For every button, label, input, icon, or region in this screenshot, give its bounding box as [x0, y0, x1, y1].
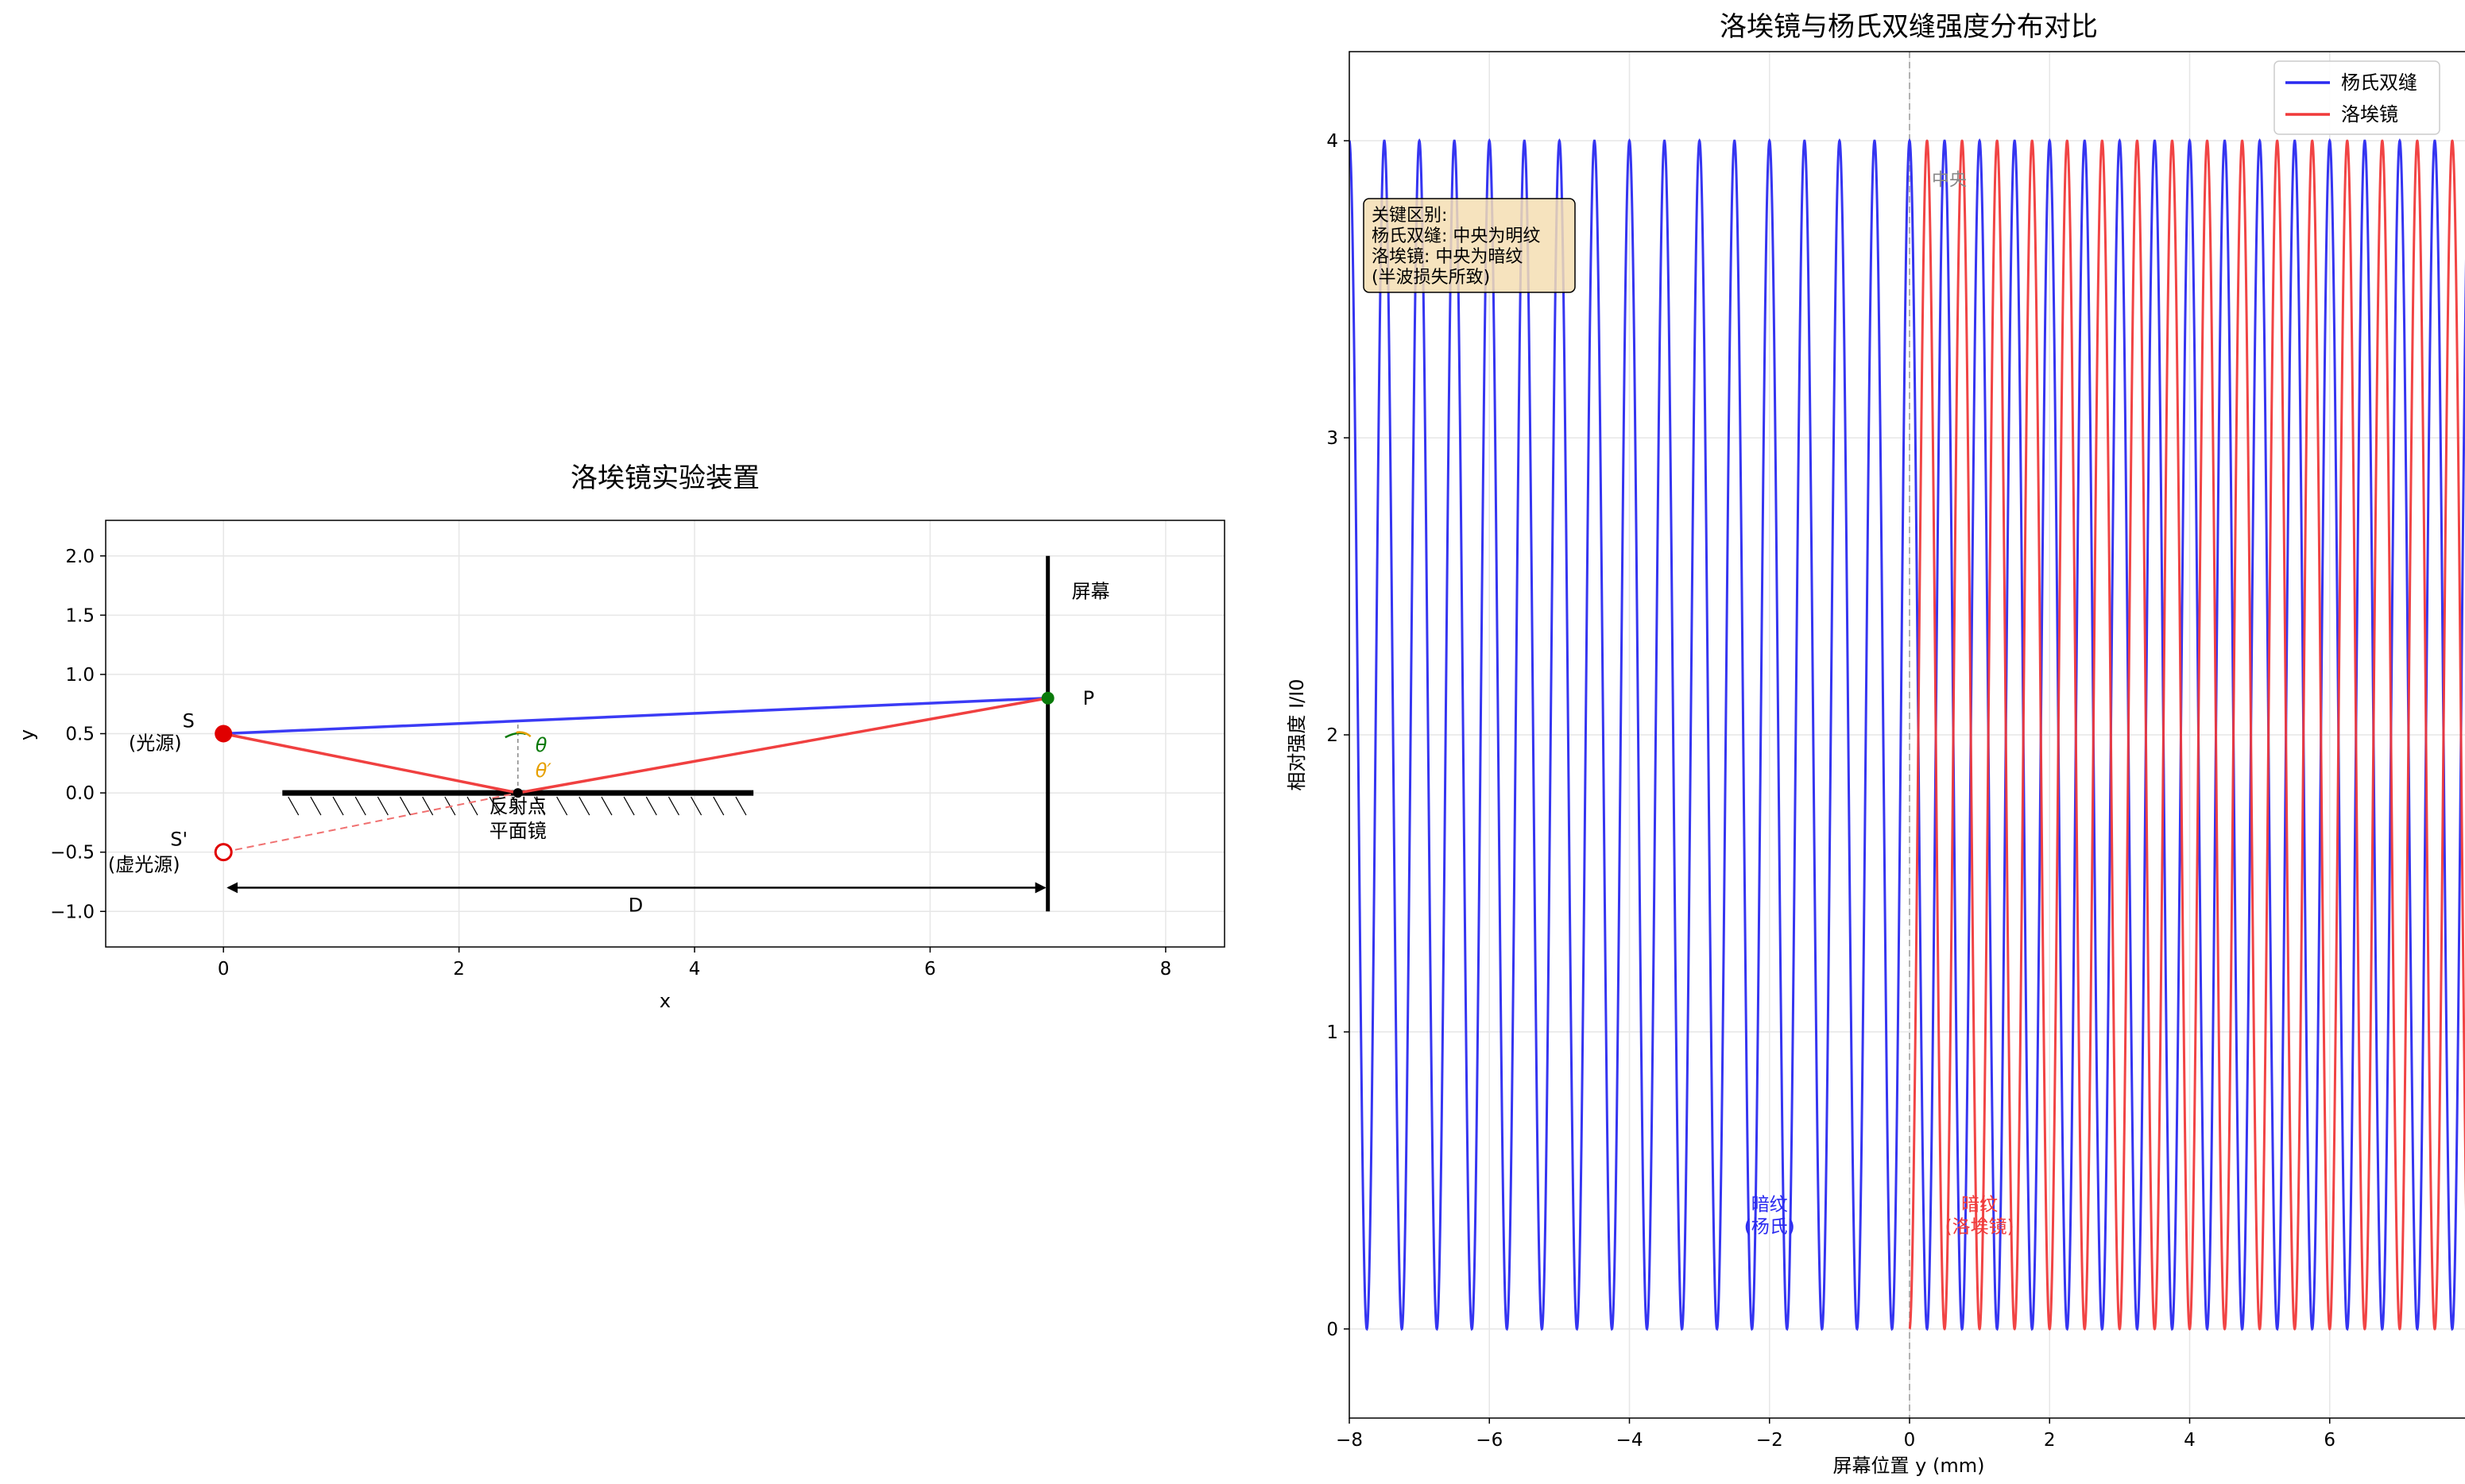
lloyd-dark-sub-label: (洛埃镜) — [1945, 1216, 2014, 1237]
mirror-label: 平面镜 — [490, 820, 547, 842]
y-tick-label: 2 — [1326, 725, 1338, 746]
mirror-hatch — [601, 796, 613, 816]
observation-point — [1041, 691, 1054, 705]
y-tick-label: 4 — [1326, 131, 1338, 152]
x-tick-label: 6 — [924, 959, 936, 980]
virtual-source-label: S' — [170, 829, 188, 851]
y-tick-label: −0.5 — [50, 843, 95, 864]
lloyd-dark-label: 暗纹 — [1961, 1194, 1998, 1215]
mirror-hatch — [623, 796, 635, 816]
direct-ray-line — [223, 697, 1048, 736]
x-tick-label: 8 — [1160, 959, 1172, 980]
mirror-hatch — [735, 796, 747, 816]
left-chart-title: 洛埃镜实验装置 — [571, 462, 760, 494]
source-label: S — [183, 710, 195, 732]
mirror-hatch — [354, 796, 366, 816]
x-tick-label: −2 — [1756, 1430, 1783, 1451]
young-intensity-line — [1349, 138, 2465, 1331]
source-sub-label: (光源) — [129, 732, 182, 755]
x-tick-label: 8 — [2464, 1430, 2465, 1451]
x-tick-label: 6 — [2324, 1430, 2335, 1451]
lloyd-intensity-line — [1908, 139, 2465, 1331]
reflection-point-label: 反射点 — [490, 795, 547, 817]
intensity-comparison-chart: 洛埃镜与杨氏双缝强度分布对比 −8 −6 −4 −2 0 2 4 6 8 0 1 2 3 4 屏幕位置 y… — [1286, 11, 2465, 1477]
right-x-axis-label: 屏幕位置 y (mm) — [1833, 1455, 1985, 1477]
left-axis-ticks: 0 2 4 6 8 2.0 1.5 1.0 0.5 0.0 −0.5 −1.0 — [50, 547, 1171, 980]
mirror-hatch — [489, 796, 501, 816]
screen-label: 屏幕 — [1072, 581, 1110, 603]
y-tick-label: 2.0 — [65, 547, 95, 567]
x-tick-label: −8 — [1336, 1430, 1363, 1451]
info-box-line: 杨氏双缝: 中央为明纹 — [1372, 226, 1540, 246]
mirror-hatch — [377, 796, 389, 816]
mirror-hatch — [533, 796, 546, 816]
reflection-point — [513, 788, 523, 798]
mirror-hatch — [466, 796, 478, 816]
y-tick-label: 3 — [1326, 428, 1338, 449]
reflected-ray-line — [223, 697, 1048, 794]
source-point — [215, 725, 233, 743]
center-label: 中央 — [1932, 170, 1967, 190]
right-axis-ticks: −8 −6 −4 −2 0 2 4 6 8 0 1 2 3 4 — [1326, 131, 2465, 1451]
virtual-source-sub-label: (虚光源) — [108, 854, 180, 876]
mirror-hatch — [713, 796, 725, 816]
right-y-axis-label: 相对强度 I/I0 — [1286, 678, 1308, 790]
left-y-axis-label: y — [16, 729, 38, 740]
mirror-hatch — [645, 796, 657, 816]
theta-label: θ — [536, 734, 548, 756]
info-box-line: 关键区别: — [1372, 206, 1447, 226]
x-tick-label: 0 — [218, 959, 230, 980]
x-tick-label: 2 — [453, 959, 465, 980]
x-tick-label: 0 — [1904, 1430, 1916, 1451]
x-tick-label: 4 — [2184, 1430, 2196, 1451]
info-box-line: (半波损失所致) — [1372, 268, 1490, 288]
virtual-ray-line — [223, 792, 518, 853]
young-dark-label: 暗纹 — [1751, 1194, 1788, 1215]
y-tick-label: 0.5 — [65, 725, 95, 745]
x-tick-label: 2 — [2044, 1430, 2056, 1451]
virtual-source-point — [214, 843, 233, 862]
mirror-hatch — [556, 796, 568, 816]
info-box — [1363, 198, 1576, 293]
y-tick-label: 1.0 — [65, 665, 95, 686]
y-tick-label: 0 — [1326, 1320, 1338, 1340]
y-tick-label: −1.0 — [50, 902, 95, 922]
x-tick-label: −4 — [1616, 1430, 1643, 1451]
theta-prime-arc — [516, 731, 532, 738]
mirror-hatch — [668, 796, 679, 816]
right-plot-content — [1349, 52, 2465, 1418]
x-tick-label: 4 — [689, 959, 701, 980]
legend-box — [2273, 60, 2440, 135]
observation-point-label: P — [1083, 687, 1094, 709]
young-dark-sub-label: (杨氏) — [1744, 1216, 1795, 1237]
mirror-hatch — [691, 796, 702, 816]
mirror-hatch — [310, 796, 322, 816]
legend-label: 杨氏双缝 — [2341, 71, 2417, 94]
left-x-axis-label: x — [660, 990, 671, 1012]
info-box-line: 洛埃镜: 中央为暗纹 — [1372, 247, 1523, 267]
theta-prime-label: θ′ — [536, 759, 552, 782]
mirror-hatch — [579, 796, 590, 816]
legend-label: 洛埃镜 — [2341, 103, 2398, 126]
mirror-hatch — [288, 796, 300, 816]
right-chart-title: 洛埃镜与杨氏双缝强度分布对比 — [1720, 11, 2098, 43]
y-tick-label: 0.0 — [65, 783, 95, 804]
left-grid — [106, 520, 1225, 947]
y-tick-label: 1 — [1326, 1022, 1338, 1043]
x-tick-label: −6 — [1476, 1430, 1503, 1451]
mirror-hatch — [332, 796, 344, 816]
y-tick-label: 1.5 — [65, 605, 95, 626]
distance-label: D — [629, 894, 643, 916]
mirror-hatch — [511, 796, 523, 816]
mirror-hatch — [422, 796, 434, 816]
mirror-hatch — [400, 796, 412, 816]
